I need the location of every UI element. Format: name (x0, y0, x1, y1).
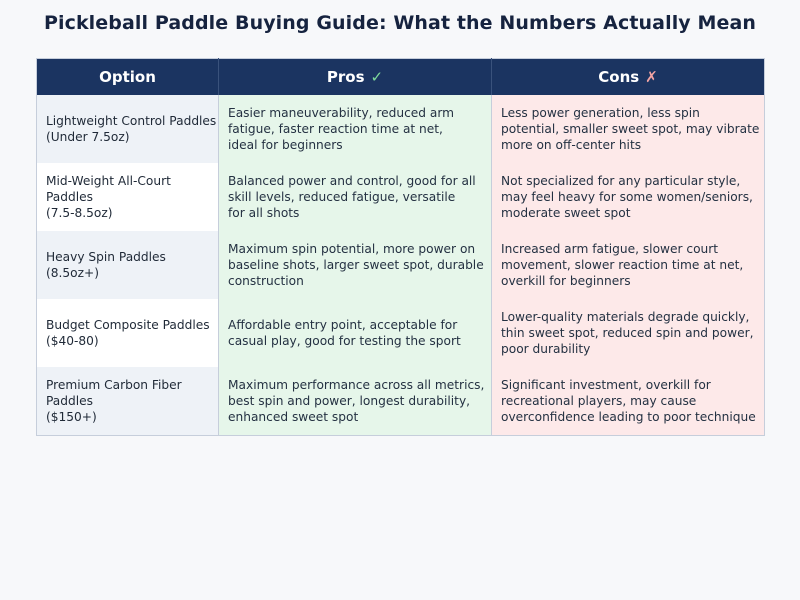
table-row: Lightweight Control Paddles (Under 7.5oz… (36, 95, 765, 163)
cons-text: Not specialized for any particular style… (501, 174, 753, 220)
pros-cell: Balanced power and control, good for all… (218, 163, 492, 231)
header-option-label: Option (99, 68, 156, 86)
header-pros: Pros ✓ (218, 58, 492, 95)
table-header-row: Option Pros ✓ Cons ✗ (36, 58, 765, 95)
header-cons: Cons ✗ (491, 58, 765, 95)
pros-cell: Maximum performance across all metrics, … (218, 367, 492, 436)
option-cell: Premium Carbon Fiber Paddles ($150+) (36, 367, 219, 436)
cons-cell: Less power generation, less spin potenti… (491, 95, 765, 163)
check-icon: ✓ (370, 68, 384, 86)
option-cell: Budget Composite Paddles ($40-80) (36, 299, 219, 367)
pros-text: Easier maneuverability, reduced arm fati… (228, 106, 455, 152)
table-row: Heavy Spin Paddles (8.5oz+) Maximum spin… (36, 231, 765, 299)
option-text: Lightweight Control Paddles (Under 7.5oz… (46, 114, 217, 144)
cons-cell: Not specialized for any particular style… (491, 163, 765, 231)
pros-text: Affordable entry point, acceptable for c… (228, 318, 461, 348)
option-text: Premium Carbon Fiber Paddles ($150+) (46, 378, 182, 424)
header-pros-label: Pros (326, 68, 365, 86)
pros-text: Maximum spin potential, more power on ba… (228, 242, 484, 288)
cross-icon: ✗ (645, 68, 658, 86)
header-cons-label: Cons (598, 68, 640, 86)
table-row: Budget Composite Paddles ($40-80) Afford… (36, 299, 765, 367)
pros-text: Balanced power and control, good for all… (228, 174, 476, 220)
comparison-table: Option Pros ✓ Cons ✗ Lightweight Control P… (36, 58, 765, 436)
option-cell: Mid-Weight All-Court Paddles (7.5-8.5oz) (36, 163, 219, 231)
table-row: Mid-Weight All-Court Paddles (7.5-8.5oz)… (36, 163, 765, 231)
cons-cell: Increased arm fatigue, slower court move… (491, 231, 765, 299)
option-cell: Heavy Spin Paddles (8.5oz+) (36, 231, 219, 299)
pros-cell: Easier maneuverability, reduced arm fati… (218, 95, 492, 163)
page-title: Pickleball Paddle Buying Guide: What the… (43, 12, 757, 34)
pros-text: Maximum performance across all metrics, … (228, 378, 485, 424)
cons-cell: Significant investment, overkill for rec… (491, 367, 765, 436)
option-text: Mid-Weight All-Court Paddles (7.5-8.5oz) (46, 174, 171, 220)
option-text: Budget Composite Paddles ($40-80) (46, 318, 210, 348)
pros-cell: Maximum spin potential, more power on ba… (218, 231, 492, 299)
pros-cell: Affordable entry point, acceptable for c… (218, 299, 492, 367)
option-cell: Lightweight Control Paddles (Under 7.5oz… (36, 95, 219, 163)
cons-text: Significant investment, overkill for rec… (501, 378, 756, 424)
cons-text: Less power generation, less spin potenti… (501, 106, 760, 152)
cons-text: Increased arm fatigue, slower court move… (501, 242, 744, 288)
option-text: Heavy Spin Paddles (8.5oz+) (46, 250, 166, 280)
cons-cell: Lower-quality materials degrade quickly,… (491, 299, 765, 367)
cons-text: Lower-quality materials degrade quickly,… (501, 310, 754, 356)
table-row: Premium Carbon Fiber Paddles ($150+) Max… (36, 367, 765, 436)
header-option: Option (36, 58, 219, 95)
